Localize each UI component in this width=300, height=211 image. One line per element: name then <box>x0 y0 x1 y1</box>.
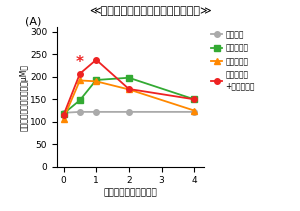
アルギニン <box>62 117 65 120</box>
Line: シトルリン: シトルリン <box>61 75 197 116</box>
Text: *: * <box>76 55 84 70</box>
アルギニン
+シトルリン <box>192 98 196 101</box>
プラセボ <box>94 111 98 113</box>
プラセボ <box>192 111 196 113</box>
プラセボ <box>62 112 65 114</box>
Y-axis label: 血漿中アルギニン濃度（μM）: 血漿中アルギニン濃度（μM） <box>20 64 28 131</box>
シトルリン <box>127 76 131 79</box>
アルギニン
+シトルリン <box>62 114 65 116</box>
Text: ≪血漿中アルギニン濃度の経時変化≫: ≪血漿中アルギニン濃度の経時変化≫ <box>89 6 211 16</box>
シトルリン <box>62 112 65 115</box>
Text: (A): (A) <box>25 16 41 26</box>
プラセボ <box>78 111 82 113</box>
X-axis label: 摂取後の時間（時間）: 摂取後の時間（時間） <box>103 188 158 197</box>
Line: アルギニン: アルギニン <box>61 78 197 121</box>
シトルリン <box>94 79 98 81</box>
アルギニン <box>78 79 82 82</box>
アルギニン <box>192 109 196 112</box>
シトルリン <box>78 99 82 101</box>
Line: アルギニン
+シトルリン: アルギニン +シトルリン <box>61 57 197 118</box>
アルギニン <box>127 88 131 91</box>
Line: プラセボ: プラセボ <box>61 109 197 116</box>
アルギニン
+シトルリン <box>94 58 98 61</box>
シトルリン <box>192 98 196 101</box>
Legend: プラセボ, シトルリン, アルギニン, アルギニン
+シトルリン: プラセボ, シトルリン, アルギニン, アルギニン +シトルリン <box>209 28 256 92</box>
アルギニン <box>94 80 98 83</box>
アルギニン
+シトルリン <box>127 88 131 90</box>
アルギニン
+シトルリン <box>78 72 82 75</box>
プラセボ <box>127 111 131 113</box>
